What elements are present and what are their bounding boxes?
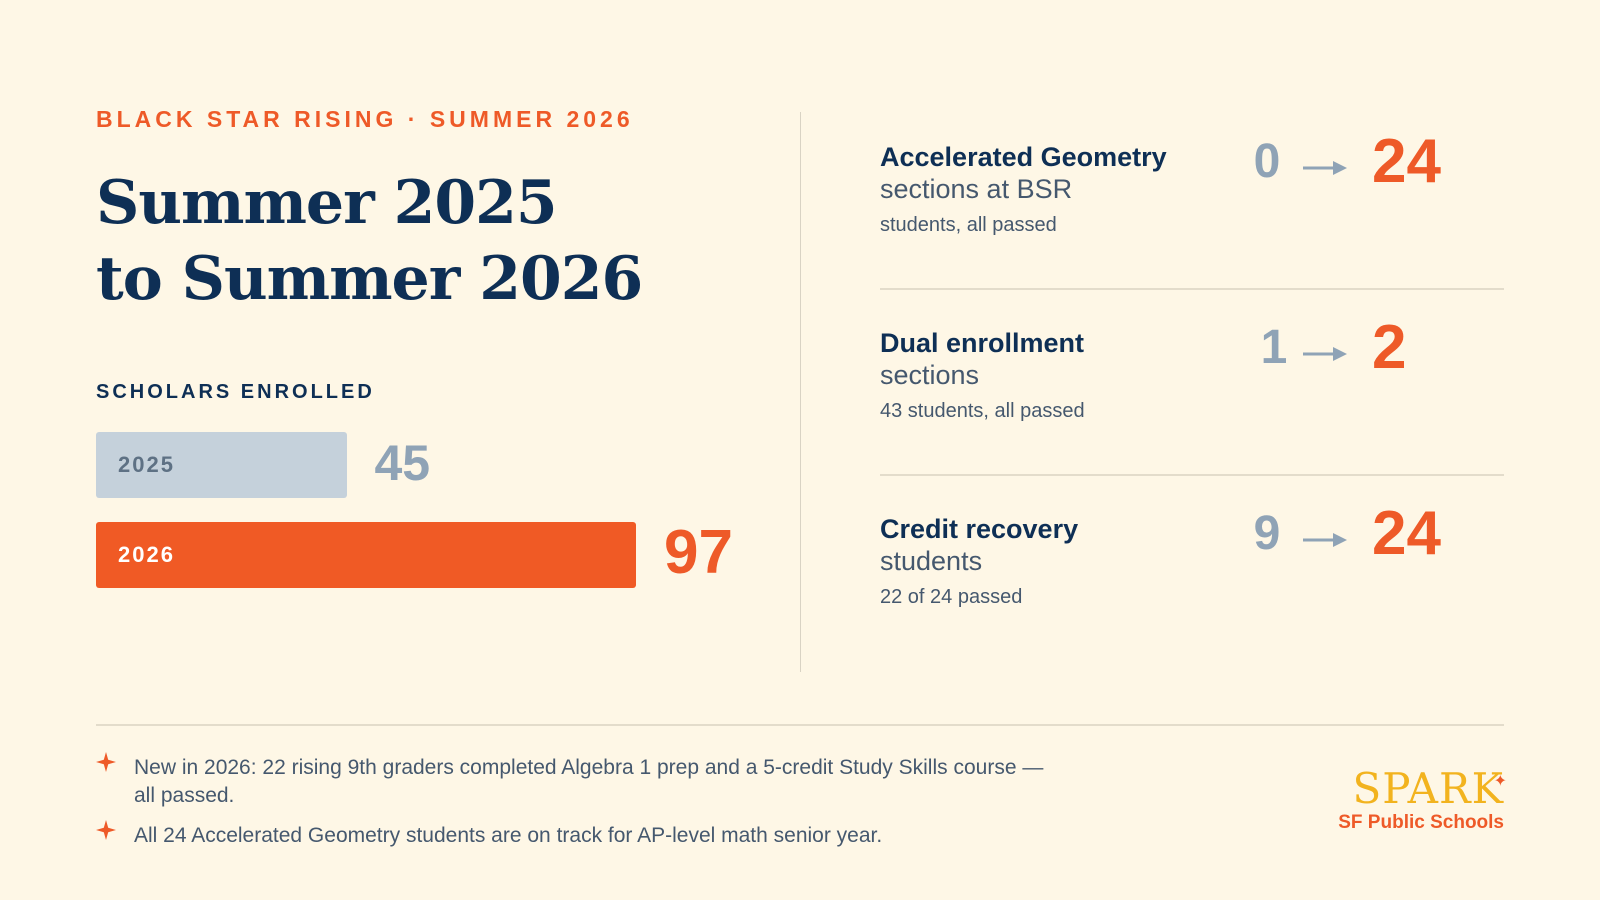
logo-word: SPARK <box>1352 764 1504 813</box>
metric-title: Credit recovery <box>880 514 1079 544</box>
footnote-line: all passed. <box>134 784 235 807</box>
metric-note: students, all passed <box>880 214 1057 236</box>
metric-to-value: 24 <box>1372 499 1441 568</box>
bar-value-label: 45 <box>374 435 431 491</box>
title-line-2: to Summer 2026 <box>96 244 643 314</box>
metric-from-value: 1 <box>1260 321 1288 374</box>
footnote-text: All 24 Accelerated Geometry students are… <box>134 822 882 850</box>
arrow-right-icon <box>1303 347 1347 361</box>
metric-divider <box>880 288 1504 290</box>
metric-from-value: 9 <box>1253 507 1281 560</box>
bar-category-label: 2025 <box>118 452 175 477</box>
bar-2025: 2025 <box>96 432 347 498</box>
metric-divider <box>880 474 1504 476</box>
footer-divider <box>96 724 1504 726</box>
metric-from-value: 0 <box>1253 135 1281 188</box>
vertical-divider <box>800 112 801 672</box>
logo-wordmark: SPARK ✦ <box>1338 768 1506 810</box>
eyebrow-label: BLACK STAR RISING · SUMMER 2026 <box>96 106 634 132</box>
footnote-line: All 24 Accelerated Geometry students are… <box>134 824 883 847</box>
metric-title: Dual enrollment <box>880 328 1085 358</box>
metric-to-value: 2 <box>1372 313 1407 382</box>
arrow-right-icon <box>1303 161 1347 175</box>
page-title: Summer 2025 to Summer 2026 <box>96 165 643 317</box>
star-icon <box>96 820 116 840</box>
footnote-text: New in 2026: 22 rising 9th graders compl… <box>134 754 1043 810</box>
star-icon <box>96 752 116 772</box>
metric-subtitle: students <box>880 546 983 576</box>
bar-value-label: 97 <box>664 517 733 587</box>
metric-to-value: 24 <box>1372 127 1441 196</box>
arrow-right-icon <box>1303 533 1347 547</box>
bar-category-label: 2026 <box>118 542 175 567</box>
logo-subtitle: SF Public Schools <box>1338 812 1504 833</box>
metric-subtitle: sections at BSR <box>880 174 1073 204</box>
metric-note: 43 students, all passed <box>880 400 1085 422</box>
metric-title: Accelerated Geometry <box>880 142 1167 172</box>
footnote-line: New in 2026: 22 rising 9th graders compl… <box>134 756 1044 779</box>
chart-title: SCHOLARS ENROLLED <box>96 381 375 403</box>
metric-note: 22 of 24 passed <box>880 586 1023 608</box>
sparkle-icon: ✦ <box>1493 771 1508 790</box>
metric-subtitle: sections <box>880 360 980 390</box>
title-line-1: Summer 2025 <box>96 168 558 238</box>
bar-2026: 2026 <box>96 522 636 588</box>
spark-logo: SPARK ✦ SF Public Schools <box>1338 768 1507 834</box>
